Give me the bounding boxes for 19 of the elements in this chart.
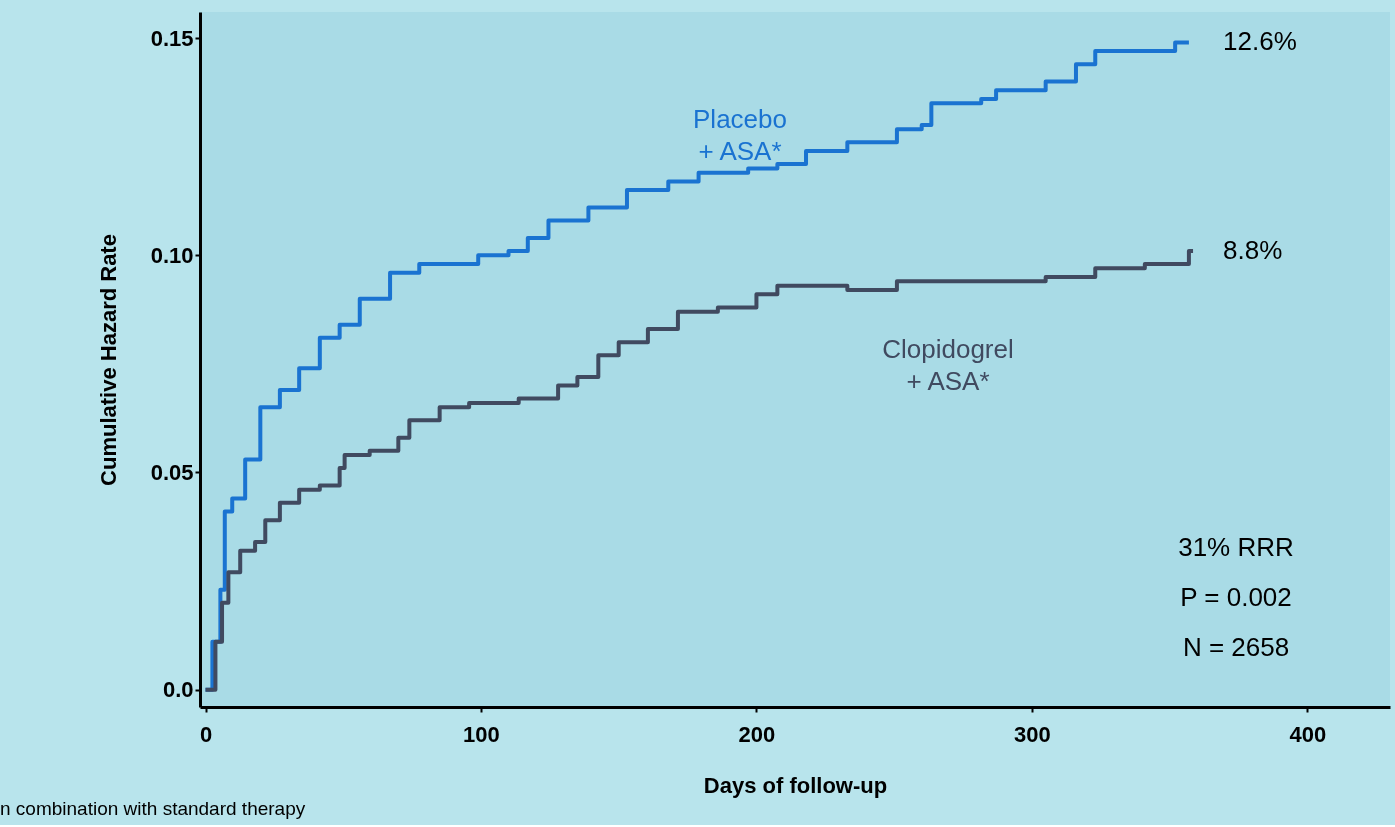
x-tick-label: 300 xyxy=(1014,721,1051,747)
x-tick-label: 100 xyxy=(463,721,500,747)
annotation: 8.8% xyxy=(1223,234,1283,265)
y-axis-title: Cumulative Hazard Rate xyxy=(95,234,121,486)
series-label: Clopidogrel + ASA* xyxy=(882,334,1014,396)
y-tick-label: 0.05 xyxy=(150,459,194,485)
x-tick-label: 200 xyxy=(738,721,776,747)
y-tick-label: 0.10 xyxy=(150,242,194,268)
y-tick-label: 0.15 xyxy=(150,25,194,51)
x-tick-label: 400 xyxy=(1289,721,1327,747)
text: n combination with standard therapy xyxy=(0,798,306,819)
annotation: P = 0.002 xyxy=(1180,582,1292,612)
annotation: 12.6% xyxy=(1223,26,1297,57)
x-axis-title: Days of follow-up xyxy=(703,772,888,798)
annotation: 31% RRR xyxy=(1178,532,1294,562)
series-label: Placebo + ASA* xyxy=(693,104,787,166)
x-tick-label: 0 xyxy=(199,721,213,747)
annotation: N = 2658 xyxy=(1182,632,1290,662)
y-tick-label: 0.0 xyxy=(162,677,194,703)
